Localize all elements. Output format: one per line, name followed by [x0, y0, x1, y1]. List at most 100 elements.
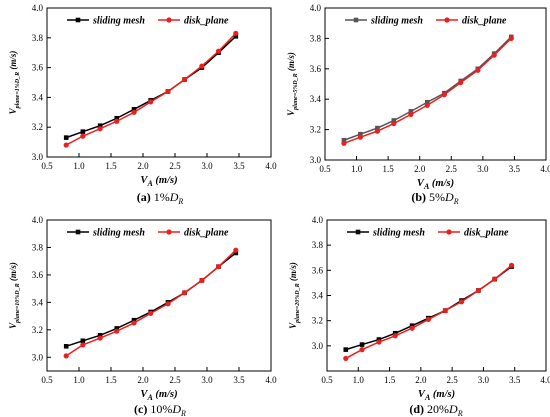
x-tick-label: 3.5	[509, 164, 521, 174]
x-tick-label: 3.0	[201, 375, 213, 385]
x-tick-label: 4.0	[265, 375, 277, 385]
data-point-square	[359, 342, 365, 347]
x-tick-label: 2.0	[415, 375, 427, 385]
x-tick-label: 0.5	[319, 164, 331, 174]
x-tick-label: 4.0	[540, 375, 550, 385]
x-tick-label: 1.0	[353, 375, 365, 385]
data-point-square	[63, 343, 69, 349]
series-line-2	[65, 249, 237, 357]
legend-marker-circle	[446, 229, 452, 235]
x-tick-label: 3.0	[477, 164, 489, 174]
x-tick-label: 2.5	[169, 161, 181, 171]
data-point-circle	[341, 140, 347, 146]
y-tick-label: 3.4	[32, 297, 44, 307]
series-line-2	[343, 37, 512, 144]
x-tick-label: 4.0	[265, 161, 277, 171]
x-tick-label: 2.5	[169, 375, 181, 385]
y-tick-label: 4.0	[310, 3, 322, 13]
data-point-square	[114, 326, 120, 331]
x-tick-label: 1.0	[73, 375, 85, 385]
series-line-2	[345, 264, 513, 360]
x-tick-label: 0.5	[41, 375, 53, 385]
data-point-circle	[392, 333, 398, 339]
y-tick-label: 3.4	[310, 94, 322, 104]
legend-label: sliding mesh	[92, 228, 145, 239]
y-tick-label: 3.6	[310, 64, 322, 74]
x-tick-label: 4.0	[540, 164, 550, 174]
legend-marker-circle	[166, 17, 172, 23]
y-tick-label: 3.2	[32, 325, 43, 335]
x-tick-label: 1.5	[105, 161, 117, 171]
y-tick-label: 3.8	[32, 33, 44, 43]
x-tick-label: 0.5	[321, 375, 333, 385]
x-tick-label: 1.5	[105, 375, 117, 385]
data-point-square	[80, 338, 86, 344]
panel-caption: (c) 10%DR	[134, 402, 186, 417]
data-point-square	[131, 317, 137, 323]
series-line-1	[65, 252, 237, 348]
y-axis-title: Vplane=20%D_R (m/s)	[288, 262, 301, 329]
x-tick-label: 3.0	[478, 375, 490, 385]
x-tick-label: 3.5	[509, 375, 521, 385]
data-point-circle	[165, 88, 171, 95]
x-axis-title: VA (m/s)	[418, 389, 455, 402]
y-tick-label: 3.8	[32, 242, 44, 252]
legend-marker-square	[355, 229, 361, 235]
legend-marker-circle	[166, 229, 172, 235]
data-point-square	[424, 99, 430, 105]
y-axis-title: Vplane=5%D_R (m/s)	[286, 52, 299, 116]
data-point-circle	[508, 35, 514, 42]
data-point-square	[80, 129, 86, 134]
data-point-circle	[97, 335, 103, 341]
series-line-1	[65, 35, 237, 139]
data-point-circle	[425, 316, 431, 323]
x-tick-label: 1.5	[384, 375, 396, 385]
x-tick-label: 3.5	[233, 375, 245, 385]
data-point-circle	[391, 120, 397, 127]
series-line-1	[343, 36, 512, 141]
data-point-circle	[131, 320, 137, 326]
x-tick-label: 1.0	[351, 164, 363, 174]
legend-label: disk_plane	[464, 228, 509, 239]
y-tick-label: 3.0	[310, 155, 322, 165]
legend-marker-circle	[444, 17, 450, 23]
legend-label: disk_plane	[184, 228, 229, 239]
y-axis-title: Vplane=1%D_R (m/s)	[8, 51, 21, 115]
chart-panel-2: 0.5 1.0 1.5 2.0 2.5 3.0 3.5 4.0 3.0 3.2 3.4 3.6 3.8 4…	[286, 3, 550, 206]
y-tick-label: 3.8	[310, 33, 322, 43]
y-tick-label: 3.4	[32, 92, 44, 102]
data-point-circle	[215, 48, 222, 54]
data-point-circle	[63, 142, 69, 148]
data-point-square	[97, 333, 103, 338]
data-point-circle	[508, 262, 515, 268]
y-tick-label: 3.2	[310, 125, 321, 135]
data-point-circle	[165, 301, 171, 307]
y-tick-label: 3.0	[32, 152, 44, 162]
data-point-circle	[80, 133, 86, 139]
panel-caption: (d) 20%DR	[409, 402, 462, 417]
data-point-circle	[114, 328, 120, 334]
plot-frame	[46, 219, 272, 372]
series-line-1	[345, 265, 513, 351]
data-point-circle	[458, 79, 464, 86]
y-tick-label: 4.0	[312, 215, 324, 225]
data-point-circle	[376, 339, 382, 345]
data-point-circle	[148, 310, 154, 316]
y-tick-label: 3.4	[312, 291, 324, 301]
panel-caption: (a) 1%DR	[137, 190, 184, 206]
data-point-square	[114, 115, 120, 121]
x-tick-label: 2.5	[447, 375, 459, 385]
legend-marker-square	[75, 17, 81, 23]
data-point-circle	[80, 342, 86, 348]
y-tick-label: 4.0	[32, 3, 44, 13]
legend-marker-square	[353, 17, 359, 23]
data-point-circle	[491, 52, 497, 58]
data-point-circle	[114, 118, 120, 124]
data-point-square	[63, 135, 69, 140]
legend-label: sliding mesh	[372, 228, 425, 239]
y-tick-label: 3.2	[312, 316, 323, 326]
data-point-circle	[442, 308, 448, 314]
data-point-circle	[182, 76, 188, 83]
x-tick-label: 0.5	[41, 161, 53, 171]
